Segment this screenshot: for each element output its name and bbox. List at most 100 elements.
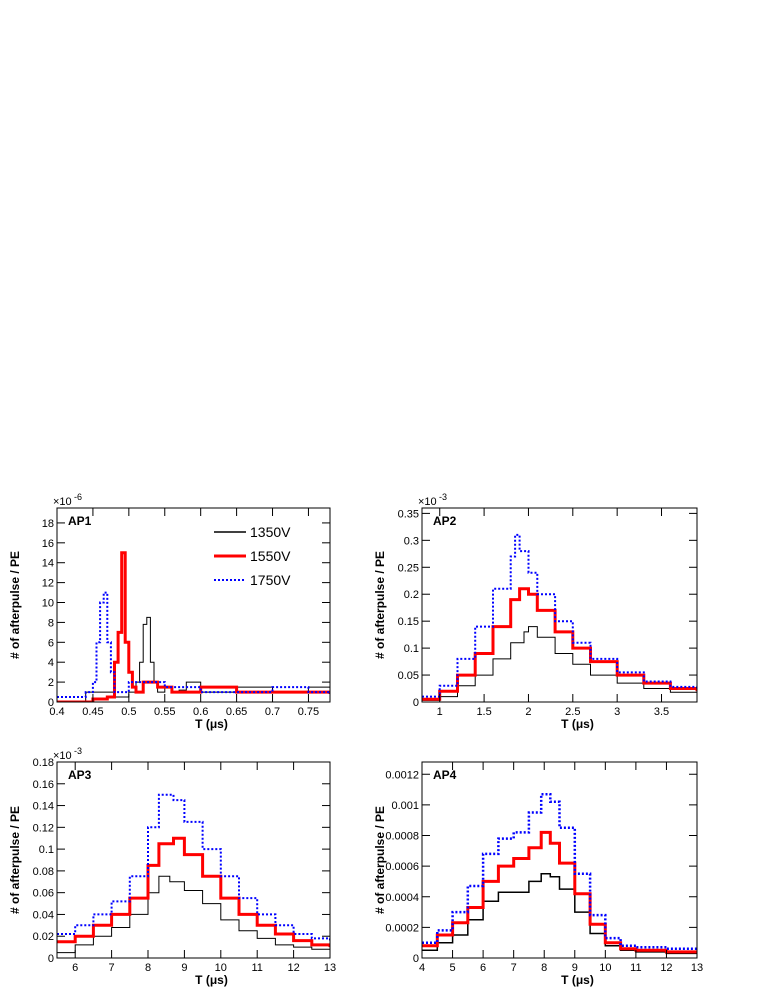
series-1350v-line	[422, 626, 697, 701]
y-tick-label: 0.0002	[385, 922, 419, 934]
y-tick-label: 12	[42, 578, 54, 590]
x-axis-label: T (μs)	[561, 717, 594, 731]
x-tick-label: 11	[630, 962, 641, 974]
y-tick-label: 0.14	[33, 801, 54, 813]
x-tick-label: 3	[614, 706, 620, 718]
plot-frame	[56, 507, 331, 703]
y-tick-label: 0.0004	[385, 892, 419, 904]
plot-frame	[421, 507, 698, 703]
x-tick-label: 2.5	[565, 706, 580, 718]
x-tick-label: 12	[660, 962, 672, 974]
x-tick-label: 0.45	[82, 706, 103, 718]
y-tick-label: 0.0012	[385, 769, 419, 781]
plot-frame	[421, 761, 698, 959]
panel-ap1: 0.4 0.45 0.5 0.55 0.6 0.65 0.7 0.75 0 2 4 6 8 10 12 14 1…	[8, 492, 331, 731]
x-tick-label: 6	[480, 962, 486, 974]
y-tick-label: 18	[42, 518, 54, 530]
x-tick-label: 9	[572, 962, 578, 974]
panel-label: AP4	[433, 768, 457, 782]
series-1750v-line	[422, 533, 697, 698]
y-tick-label: 0.1	[404, 643, 419, 655]
x-tick-label: 0.5	[121, 706, 136, 718]
axis-exponent: ×10 -3	[53, 746, 82, 762]
exponent-power: -3	[74, 746, 82, 756]
series-1350v-line	[57, 616, 330, 702]
series-1750v-line	[422, 792, 697, 951]
x-tick-label: 0.6	[193, 706, 208, 718]
y-tick-label: 0	[48, 953, 54, 965]
panel-ap2: 1 1.5 2 2.5 3 3.5 0 0.05 0.1 0.15 0.2 0.25 0.3 0.35 T …	[373, 492, 698, 731]
y-tick-label: 8	[48, 617, 54, 629]
y-tick-label: 0	[413, 953, 419, 965]
y-tick-label: 0.05	[398, 670, 419, 682]
exponent-power: -3	[439, 492, 447, 502]
series-group	[57, 793, 330, 954]
series-group	[57, 551, 330, 702]
x-tick-label: 10	[215, 962, 227, 974]
exponent-base: ×10	[53, 750, 72, 762]
y-tick-label: 4	[48, 657, 54, 669]
y-axis-label: # of afterpulse / PE	[8, 806, 22, 914]
legend-label: 1550V	[250, 548, 291, 564]
y-tick-label: 0.25	[398, 562, 419, 574]
x-tick-label: 1	[437, 706, 443, 718]
y-tick-label: 14	[42, 558, 54, 570]
series-1550v-line	[422, 830, 697, 954]
series-group	[422, 533, 697, 701]
series-1550v-line	[57, 551, 330, 702]
y-tick-label: 0.18	[33, 757, 54, 769]
panel-ap3: 6 7 8 9 10 11 12 13 0 0.02 0.04 0.06 0.08 0.1 0.12 0.14…	[8, 746, 336, 987]
y-tick-label: 0.001	[391, 800, 419, 812]
y-tick-label: 0.3	[404, 535, 419, 547]
x-tick-label: 0.4	[49, 706, 64, 718]
x-tick-label: 1.5	[476, 706, 491, 718]
legend: 1350V 1550V 1750V	[214, 524, 291, 588]
x-tick-label: 4	[419, 962, 425, 974]
x-tick-label: 13	[691, 962, 703, 974]
series-1350v-line	[422, 873, 697, 955]
series-group	[422, 792, 697, 955]
y-tick-label: 0.1	[39, 844, 54, 856]
x-tick-label: 12	[287, 962, 299, 974]
y-tick-label: 6	[48, 637, 54, 649]
x-axis-label: T (μs)	[195, 717, 228, 731]
series-1350v-line	[57, 875, 330, 954]
y-axis-label: # of afterpulse / PE	[373, 551, 387, 659]
x-tick-label: 3.5	[654, 706, 669, 718]
x-tick-label: 10	[599, 962, 611, 974]
y-tick-label: 0.16	[33, 779, 54, 791]
series-1550v-line	[57, 836, 330, 948]
y-tick-label: 0.35	[398, 508, 419, 520]
y-tick-label: 10	[42, 598, 54, 610]
x-tick-label: 13	[324, 962, 336, 974]
y-tick-label: 0.0006	[385, 861, 419, 873]
x-tick-label: 9	[181, 962, 187, 974]
legend-label: 1750V	[250, 572, 291, 588]
y-tick-label: 0.08	[33, 866, 54, 878]
y-tick-label: 0.15	[398, 616, 419, 628]
x-tick-label: 6	[72, 962, 78, 974]
x-tick-label: 7	[511, 962, 517, 974]
legend-label: 1350V	[250, 524, 291, 540]
y-tick-label: 0.04	[33, 909, 54, 921]
y-tick-label: 0	[48, 697, 54, 709]
x-tick-label: 0.65	[226, 706, 247, 718]
y-tick-label: 0.06	[33, 888, 54, 900]
panel-label: AP3	[68, 768, 92, 782]
series-1750v-line	[57, 793, 330, 942]
x-tick-label: 0.75	[298, 706, 319, 718]
y-axis-label: # of afterpulse / PE	[373, 806, 387, 914]
x-tick-label: 2	[525, 706, 531, 718]
x-tick-label: 0.7	[265, 706, 280, 718]
x-axis-label: T (μs)	[195, 973, 228, 987]
panel-ap4: 4 5 6 7 8 9 10 11 12 13 0 0.0002 0.0004 0.0006 0.0008 0…	[373, 761, 703, 987]
y-tick-label: 0.0008	[385, 831, 419, 843]
exponent-base: ×10	[418, 496, 437, 508]
x-tick-label: 11	[251, 962, 262, 974]
series-1550v-line	[422, 587, 697, 701]
x-tick-label: 8	[541, 962, 547, 974]
plot-frame	[56, 761, 331, 959]
y-tick-label: 0	[413, 697, 419, 709]
y-tick-label: 0.2	[404, 589, 419, 601]
